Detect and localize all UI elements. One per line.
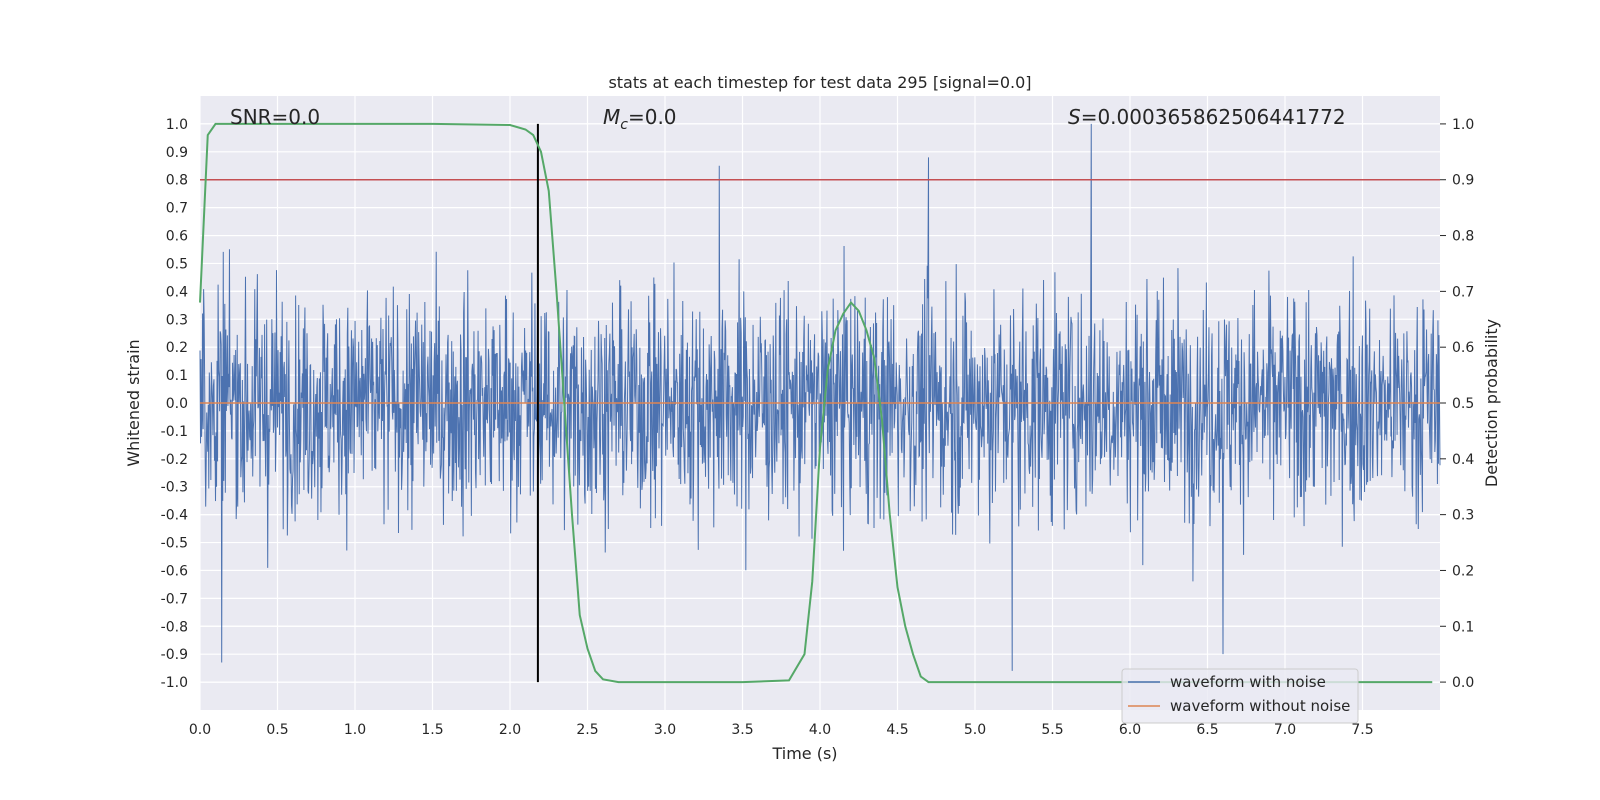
x-tick-label: 6.0 xyxy=(1119,722,1141,738)
y-tick-label: -0.6 xyxy=(161,563,188,579)
x-tick-label: 2.0 xyxy=(499,722,521,738)
y-tick-label: 0.2 xyxy=(166,340,188,356)
y-tick-label: -0.5 xyxy=(161,536,188,552)
y2-tick-label: 0.7 xyxy=(1452,284,1474,300)
y-tick-label: -0.1 xyxy=(161,424,188,440)
y2-tick-label: 0.1 xyxy=(1452,619,1474,635)
y-tick-label: -0.3 xyxy=(161,480,188,496)
y2-tick-label: 0.5 xyxy=(1452,396,1474,412)
y-tick-label: 0.1 xyxy=(166,368,188,384)
x-axis-ticks: 0.0 0.5 1.0 1.5 2.0 2.5 3.0 3.5 4.0 4.5 5.0 5.5 6.0 6… xyxy=(189,722,1374,738)
y2-axis-label: Detection probability xyxy=(1482,319,1501,487)
y-tick-label: -0.7 xyxy=(161,591,188,607)
y2-tick-label: 0.9 xyxy=(1452,173,1474,189)
y-tick-label: 0.3 xyxy=(166,312,188,328)
y2-axis-ticks: 1.0 0.9 0.8 0.7 0.6 0.5 0.4 0.3 0.2 0.1 0.0 xyxy=(1440,117,1474,691)
x-tick-label: 0.0 xyxy=(189,722,211,738)
mc-annotation: Mc=0.0 xyxy=(603,105,677,133)
chart-title: stats at each timestep for test data 295… xyxy=(608,73,1031,92)
x-tick-label: 4.5 xyxy=(886,722,908,738)
y2-tick-label: 0.0 xyxy=(1452,675,1474,691)
x-tick-label: 7.5 xyxy=(1351,722,1373,738)
y2-tick-label: 0.2 xyxy=(1452,563,1474,579)
y2-tick-label: 0.6 xyxy=(1452,340,1474,356)
x-axis-label: Time (s) xyxy=(771,744,837,763)
legend-label-clean: waveform without noise xyxy=(1170,697,1350,715)
x-tick-label: 3.5 xyxy=(731,722,753,738)
y-tick-label: 1.0 xyxy=(166,117,188,133)
y2-tick-label: 1.0 xyxy=(1452,117,1474,133)
y-tick-label: -1.0 xyxy=(161,675,188,691)
detection-probability-series xyxy=(199,122,1433,684)
x-tick-label: 7.0 xyxy=(1274,722,1296,738)
y-tick-label: 0.5 xyxy=(166,256,188,272)
x-tick-label: 5.0 xyxy=(964,722,986,738)
y-tick-label: 0.8 xyxy=(166,173,188,189)
significance-annotation: S=0.000365862506441772 xyxy=(1068,105,1346,129)
x-tick-label: 1.5 xyxy=(421,722,443,738)
y-tick-label: -0.9 xyxy=(161,647,188,663)
x-tick-label: 3.0 xyxy=(654,722,676,738)
x-tick-label: 0.5 xyxy=(266,722,288,738)
x-tick-label: 5.5 xyxy=(1041,722,1063,738)
x-tick-label: 1.0 xyxy=(344,722,366,738)
y-tick-label: 0.6 xyxy=(166,229,188,245)
y-tick-label: -0.4 xyxy=(161,508,188,524)
y-axis-ticks: 1.0 0.9 0.8 0.7 0.6 0.5 0.4 0.3 0.2 0.1 0.0 -0.1 -0.… xyxy=(161,117,188,691)
x-tick-label: 6.5 xyxy=(1196,722,1218,738)
y-axis-label: Whitened strain xyxy=(124,339,143,466)
y2-tick-label: 0.4 xyxy=(1452,452,1474,468)
snr-annotation: SNR=0.0 xyxy=(230,105,320,129)
noisy-waveform-series xyxy=(199,123,1441,671)
y-tick-label: -0.2 xyxy=(161,452,188,468)
y-tick-label: 0.7 xyxy=(166,201,188,217)
x-tick-label: 2.5 xyxy=(576,722,598,738)
y-tick-label: 0.9 xyxy=(166,145,188,161)
y2-tick-label: 0.8 xyxy=(1452,229,1474,245)
legend: waveform with noise waveform without noi… xyxy=(1121,668,1359,724)
y-tick-label: 0.0 xyxy=(166,396,188,412)
x-tick-label: 4.0 xyxy=(809,722,831,738)
y2-tick-label: 0.3 xyxy=(1452,508,1474,524)
y-tick-label: -0.8 xyxy=(161,619,188,635)
y-tick-label: 0.4 xyxy=(166,284,188,300)
legend-label-noisy: waveform with noise xyxy=(1170,673,1326,691)
legend-box xyxy=(1121,668,1359,724)
